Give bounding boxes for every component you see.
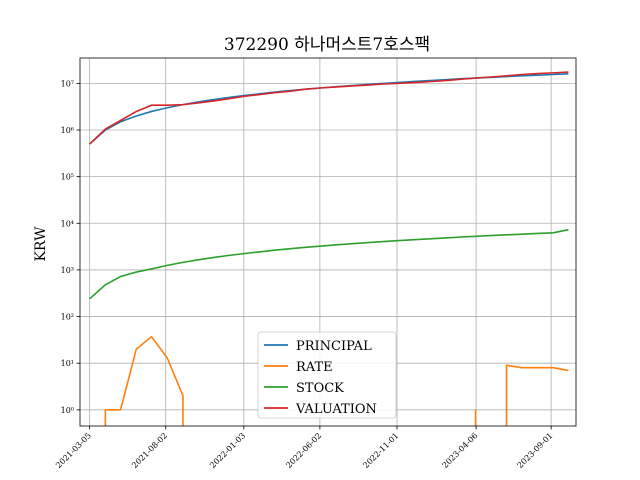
series-line-rate bbox=[104, 335, 184, 426]
chart-title: 372290 하나머스트7호스팩 bbox=[224, 35, 430, 55]
y-tick-label: 10⁴ bbox=[61, 219, 74, 228]
y-tick-label: 10⁷ bbox=[61, 79, 74, 88]
grid bbox=[80, 58, 576, 426]
y-tick-label: 10¹ bbox=[61, 359, 74, 368]
legend-label-stock: STOCK bbox=[296, 381, 344, 396]
series-line-rate bbox=[505, 364, 569, 426]
legend-label-valuation: VALUATION bbox=[295, 402, 377, 417]
y-tick-label: 10² bbox=[61, 313, 74, 322]
legend-label-principal: PRINCIPAL bbox=[296, 339, 372, 354]
legend-box bbox=[257, 331, 397, 419]
y-tick-label: 10⁶ bbox=[61, 126, 74, 135]
y-axis-label: KRW bbox=[33, 226, 49, 262]
legend-label-rate: RATE bbox=[296, 360, 333, 375]
series-line-stock bbox=[89, 228, 569, 300]
legend: PRINCIPAL RATE STOCK VALUATION bbox=[257, 331, 397, 419]
y-tick-label: 10⁰ bbox=[61, 406, 74, 415]
plot-frame bbox=[79, 57, 577, 427]
y-tick-label: 10⁵ bbox=[61, 173, 74, 182]
series-line-valuation bbox=[89, 71, 569, 145]
y-tick-label: 10³ bbox=[61, 266, 74, 275]
series-layer bbox=[89, 71, 569, 426]
